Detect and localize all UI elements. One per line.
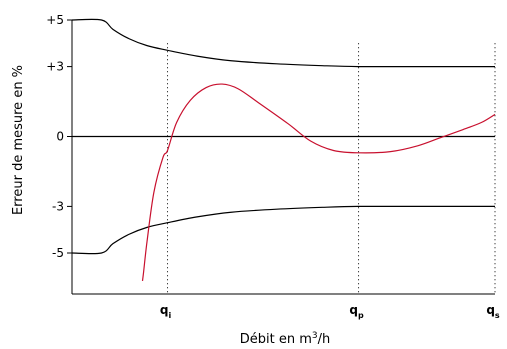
y-tick-label: +3: [46, 60, 64, 74]
x-tick-label-sub: p: [358, 311, 364, 320]
x-tick-label-main: q: [349, 303, 358, 317]
x-tick-label-main: q: [486, 303, 495, 317]
x-axis-title-sup: 3: [312, 331, 318, 341]
lower-limit-line: [71, 205, 495, 255]
x-tick-label-main: q: [160, 303, 169, 317]
error-curve: [141, 83, 496, 282]
y-tick-label: -5: [52, 246, 64, 260]
y-tick-label: -3: [52, 199, 64, 213]
y-axis: +5 +3 0 -3 -5: [46, 13, 73, 294]
x-tick-label: qs: [486, 303, 500, 320]
x-tick-label: qp: [349, 303, 364, 320]
x-axis: qi qp qs: [72, 293, 500, 320]
upper-limit-line: [71, 18, 495, 68]
x-tick-label: qi: [160, 303, 172, 320]
x-tick-label-sub: i: [168, 311, 171, 320]
reference-lines: [167, 43, 496, 294]
y-tick-label: +5: [46, 13, 64, 27]
y-tick-label: 0: [56, 130, 64, 144]
y-axis-title: Erreur de mesure en %: [11, 65, 26, 215]
series-layer: [71, 18, 496, 282]
x-axis-title-suffix: /h: [318, 332, 331, 347]
x-tick-label-sub: s: [495, 311, 500, 320]
x-axis-title-prefix: Débit en m: [240, 332, 312, 347]
x-axis-title: Débit en m3/h: [240, 331, 331, 347]
